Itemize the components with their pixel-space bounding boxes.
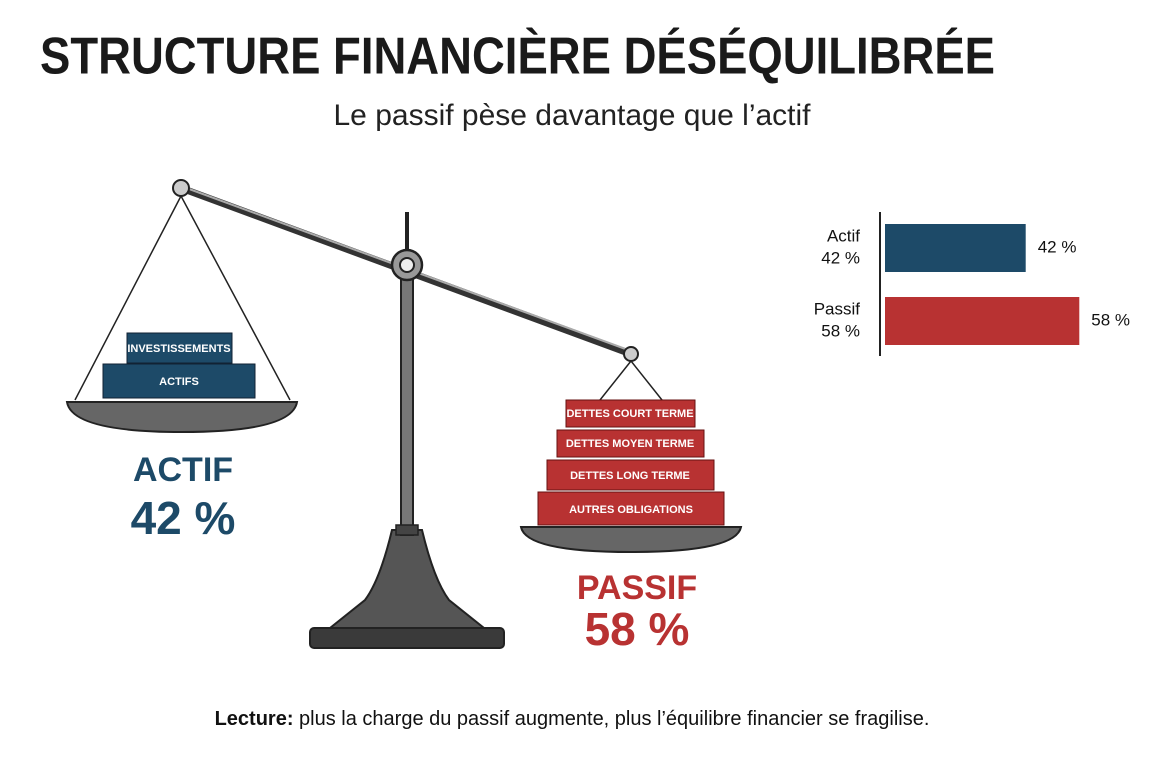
title: STRUCTURE FINANCIÈRE DÉSÉQUILIBRÉE <box>40 28 995 86</box>
block-label: INVESTISSEMENTS <box>127 343 230 355</box>
bar <box>885 297 1080 345</box>
block-label: AUTRES OBLIGATIONS <box>569 504 693 516</box>
category-value-label: 42 % <box>821 248 860 267</box>
passif-value: 58 % <box>585 603 690 655</box>
value-label: 42 % <box>1038 237 1077 256</box>
value-label: 58 % <box>1091 310 1130 329</box>
note: Lecture: plus la charge du passif augmen… <box>215 708 930 730</box>
category-label: Actif <box>827 226 860 245</box>
passif-label: PASSIF <box>577 569 697 607</box>
note-lead: Lecture: <box>215 708 294 730</box>
subtitle: Le passif pèse davantage que l’actif <box>334 99 812 132</box>
scale-illustration <box>65 179 743 649</box>
actif-label: ACTIF <box>133 451 233 489</box>
block-label: DETTES MOYEN TERME <box>566 438 694 450</box>
category-value-label: 58 % <box>821 321 860 340</box>
note-text: plus la charge du passif augmente, plus … <box>299 708 929 730</box>
block-label: DETTES LONG TERME <box>570 470 690 482</box>
bar <box>885 224 1026 272</box>
block-label: DETTES COURT TERME <box>566 408 693 420</box>
block-label: ACTIFS <box>159 376 199 388</box>
actif-value: 42 % <box>131 492 236 544</box>
bar-chart: 42 % Actif 42 % 58 % Passif 58 % <box>814 224 1130 345</box>
category-label: Passif <box>814 299 861 318</box>
